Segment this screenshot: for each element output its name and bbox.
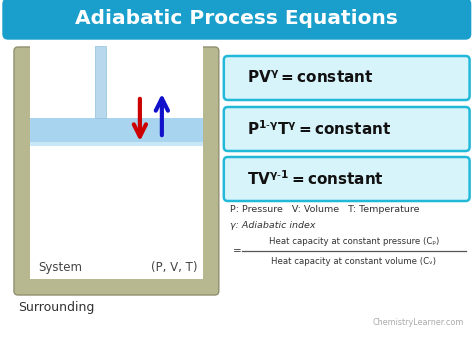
FancyBboxPatch shape bbox=[224, 157, 470, 201]
Text: Heat capacity at constant pressure (Cₚ): Heat capacity at constant pressure (Cₚ) bbox=[269, 237, 439, 245]
FancyBboxPatch shape bbox=[30, 45, 203, 53]
Text: (P, V, T): (P, V, T) bbox=[151, 261, 198, 274]
FancyBboxPatch shape bbox=[14, 47, 219, 295]
Bar bbox=[30, 118, 203, 142]
Bar bbox=[30, 118, 203, 146]
Text: $\mathbf{PV^{\gamma}}$$\mathbf{= constant}$: $\mathbf{PV^{\gamma}}$$\mathbf{= constan… bbox=[247, 70, 373, 86]
Text: System: System bbox=[38, 261, 82, 274]
Bar bbox=[95, 46, 106, 118]
Text: Adiabatic Process Equations: Adiabatic Process Equations bbox=[75, 9, 398, 28]
Text: ChemistryLearner.com: ChemistryLearner.com bbox=[372, 318, 464, 327]
Text: γ: Adiabatic index: γ: Adiabatic index bbox=[230, 221, 315, 231]
FancyBboxPatch shape bbox=[30, 51, 203, 279]
Text: $\mathbf{P^{1\text{-}\gamma}T^{\gamma}}$$\mathbf{= constant}$: $\mathbf{P^{1\text{-}\gamma}T^{\gamma}}$… bbox=[247, 120, 391, 138]
Text: $\mathbf{TV^{\gamma\text{-}1}}$$\mathbf{= constant}$: $\mathbf{TV^{\gamma\text{-}1}}$$\mathbf{… bbox=[247, 170, 384, 188]
Text: Surrounding: Surrounding bbox=[18, 301, 94, 314]
Text: P: Pressure   V: Volume   T: Temperature: P: Pressure V: Volume T: Temperature bbox=[230, 204, 419, 214]
FancyBboxPatch shape bbox=[224, 107, 470, 151]
FancyBboxPatch shape bbox=[3, 0, 471, 39]
Text: Heat capacity at constant volume (Cᵥ): Heat capacity at constant volume (Cᵥ) bbox=[271, 257, 436, 265]
Text: =: = bbox=[233, 246, 242, 256]
FancyBboxPatch shape bbox=[224, 56, 470, 100]
